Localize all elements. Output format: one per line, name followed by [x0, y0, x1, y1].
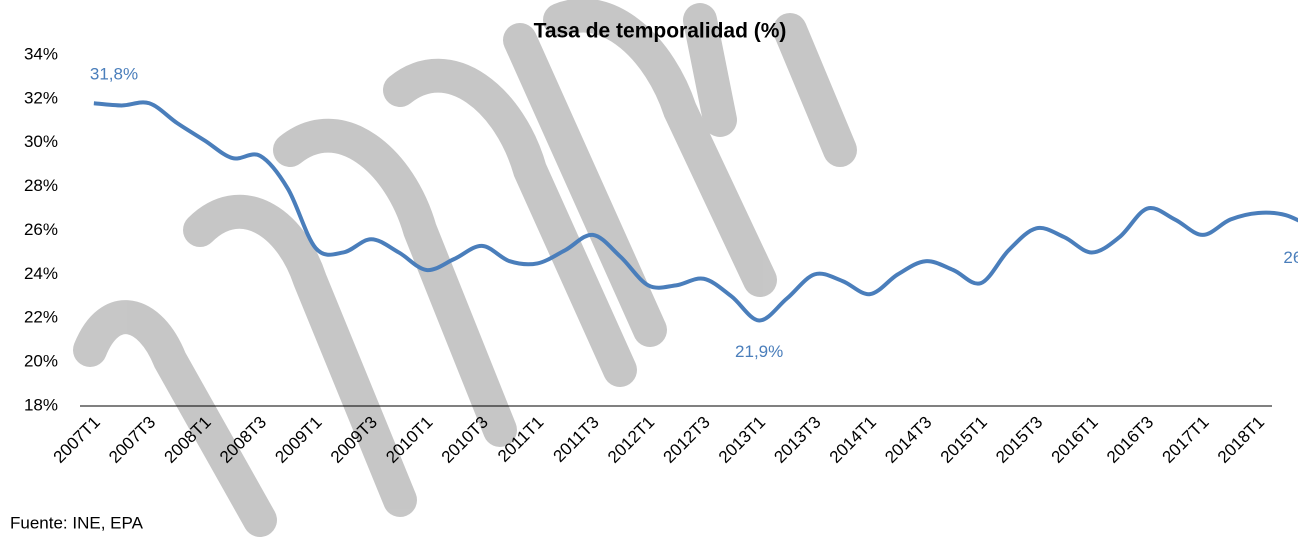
source-note: Fuente: INE, EPA [10, 513, 144, 532]
y-tick-label: 26% [24, 220, 58, 239]
x-tick-label: 2014T3 [881, 413, 935, 467]
x-tick-label: 2015T3 [992, 413, 1046, 467]
x-tick-label: 2017T1 [1158, 413, 1212, 467]
y-tick-label: 24% [24, 264, 58, 283]
x-tick-label: 2013T3 [770, 413, 824, 467]
y-tick-label: 30% [24, 132, 58, 151]
y-tick-label: 32% [24, 88, 58, 107]
y-tick-label: 18% [24, 395, 58, 414]
x-tick-label: 2010T3 [438, 413, 492, 467]
y-tick-label: 20% [24, 352, 58, 371]
x-tick-label: 2009T1 [271, 413, 325, 467]
x-tick-label: 2012T3 [660, 413, 714, 467]
x-tick-label: 2015T1 [937, 413, 991, 467]
watermark-stroke [683, 3, 857, 167]
watermark-stroke [73, 300, 277, 537]
watermark [73, 0, 857, 537]
x-tick-label: 2014T1 [826, 413, 880, 467]
x-tick-label: 2011T3 [550, 413, 603, 466]
watermark-stroke [273, 118, 517, 447]
x-tick-label: 2016T3 [1103, 413, 1157, 467]
line-series [93, 100, 1298, 323]
chart-title: Tasa de temporalidad (%) [534, 20, 787, 43]
x-tick-label: 2018T1 [1214, 413, 1268, 467]
data-label: 26,1% [1283, 248, 1298, 267]
y-tick-label: 34% [24, 44, 58, 63]
y-tick-label: 22% [24, 308, 58, 327]
x-tick-label: 2016T1 [1048, 413, 1102, 467]
data-label: 21,9% [735, 342, 783, 361]
data-label: 31,8% [90, 65, 138, 84]
y-tick-label: 28% [24, 176, 58, 195]
watermark-stroke [183, 194, 417, 517]
x-tick-label: 2012T1 [604, 413, 658, 467]
watermark-stroke [503, 0, 777, 347]
x-tick-label: 2013T1 [715, 413, 769, 467]
x-tick-label: 2007T1 [50, 413, 104, 467]
x-tick-label: 2007T3 [105, 413, 159, 467]
watermark-stroke [383, 58, 637, 387]
